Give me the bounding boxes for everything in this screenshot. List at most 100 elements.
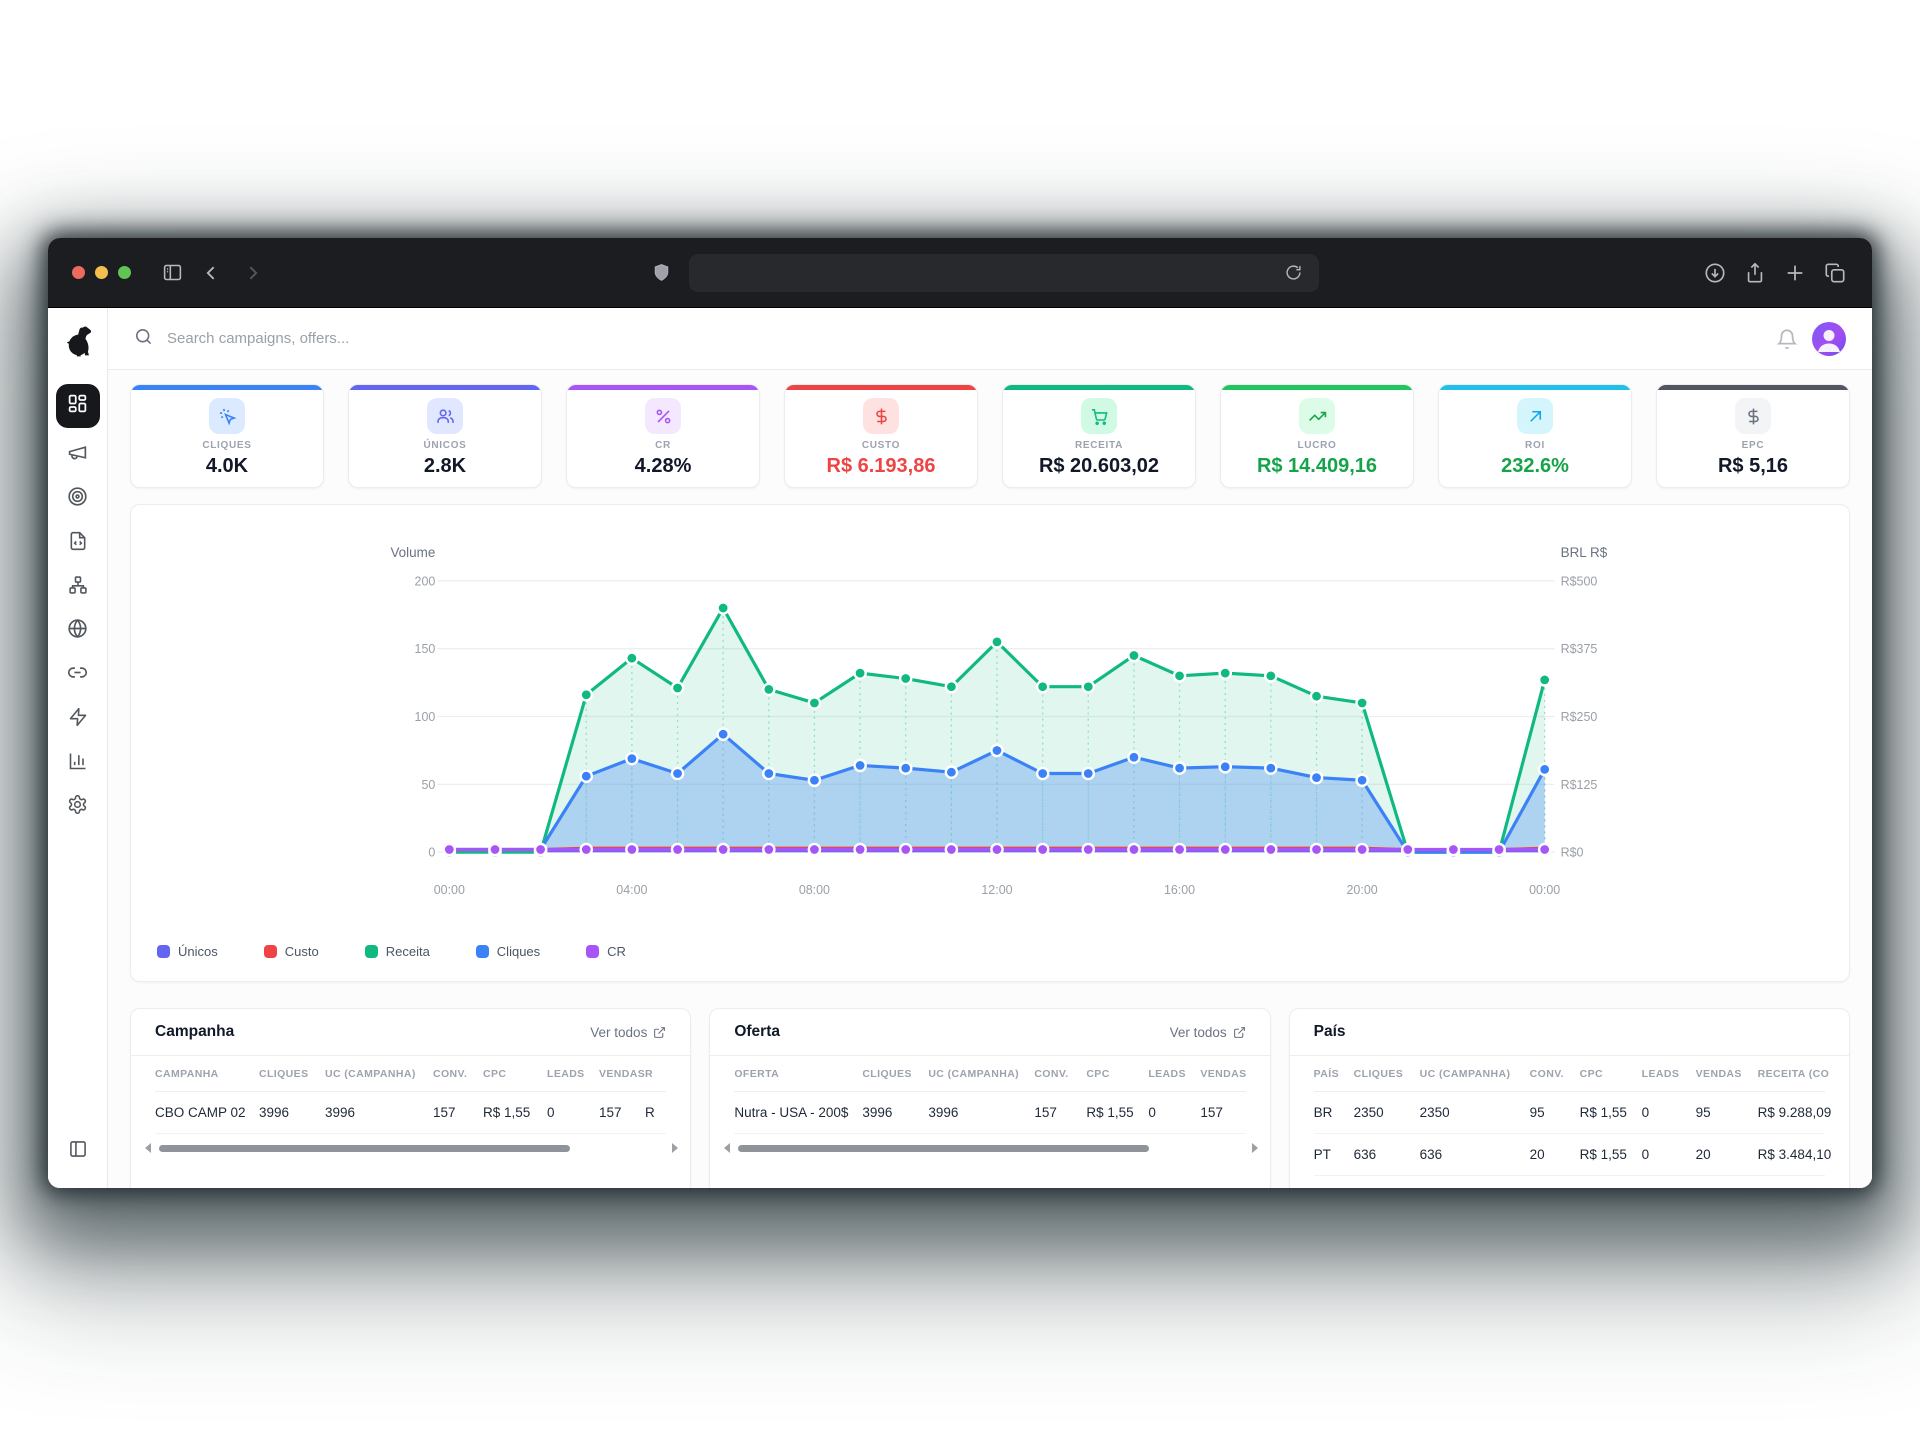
stat-label: CR xyxy=(655,440,671,451)
table-row[interactable]: Nutra - USA - 200$ 3996 3996 157 R$ 1,55 0 157 xyxy=(734,1092,1246,1135)
table-row[interactable]: BR 2350 2350 95 R$ 1,55 0 95 R$ 9.288,09 xyxy=(1313,1092,1831,1135)
dashboard-content: CLIQUES 4.0K ÚNICOS 2.8K xyxy=(108,370,1872,1188)
svg-text:12:00: 12:00 xyxy=(981,883,1012,897)
sidebar-item-offers[interactable] xyxy=(56,478,100,520)
accent-bar xyxy=(1003,385,1195,390)
browser-window: CLIQUES 4.0K ÚNICOS 2.8K xyxy=(48,238,1872,1188)
stats-row: CLIQUES 4.0K ÚNICOS 2.8K xyxy=(130,384,1850,488)
scroll-right-icon[interactable] xyxy=(672,1143,679,1154)
app-header xyxy=(108,308,1872,370)
cursor-click-icon xyxy=(209,398,245,434)
stat-card-cr[interactable]: CR 4.28% xyxy=(566,384,760,488)
sidebar-item-flows[interactable] xyxy=(56,566,100,608)
scroll-left-icon[interactable] xyxy=(724,1143,731,1154)
stat-value: R$ 14.409,16 xyxy=(1256,455,1378,477)
oferta-ver-todos-link[interactable]: Ver todos xyxy=(1170,1025,1246,1040)
notification-bell-icon[interactable] xyxy=(1774,326,1800,352)
legend-swatch xyxy=(263,945,277,959)
horizontal-scrollbar[interactable] xyxy=(131,1137,690,1159)
traffic-lights xyxy=(72,266,131,279)
sidebar-item-reports[interactable] xyxy=(56,742,100,784)
sidebar-item-domains[interactable] xyxy=(56,610,100,652)
tab-overview-icon[interactable] xyxy=(1822,260,1848,286)
globe-icon xyxy=(67,618,88,644)
legend-label: Cliques xyxy=(496,944,541,960)
table-row[interactable]: CBO CAMP 02 3996 3996 157 R$ 1,55 0 157 R xyxy=(155,1092,667,1135)
minimize-window-button[interactable] xyxy=(95,266,108,279)
link-icon xyxy=(67,662,88,688)
stat-value: R$ 20.603,02 xyxy=(1038,455,1160,477)
forward-button[interactable] xyxy=(239,260,265,286)
external-link-icon xyxy=(654,1026,666,1038)
sidebar-nav xyxy=(55,384,100,828)
svg-text:200: 200 xyxy=(415,574,436,588)
campanha-header-row: CAMPANHA CLIQUES UC (CAMPANHA) CONV. CPC LEAD… xyxy=(155,1056,667,1093)
campanha-ver-todos-link[interactable]: Ver todos xyxy=(590,1025,666,1040)
external-link-icon xyxy=(1233,1026,1245,1038)
stat-card-unicos[interactable]: ÚNICOS 2.8K xyxy=(348,384,542,488)
back-button[interactable] xyxy=(199,260,225,286)
dashboard-grid-icon xyxy=(67,393,88,419)
stat-value: 4.0K xyxy=(205,455,249,477)
pais-card: País PAÍS CLIQUES UC (CAMPANHA) CONV. CPC LEA… xyxy=(1288,1008,1850,1188)
stat-card-cliques[interactable]: CLIQUES 4.0K xyxy=(130,384,324,488)
stat-value: 2.8K xyxy=(423,455,467,477)
shield-icon[interactable] xyxy=(649,260,675,286)
legend-item[interactable]: Únicos xyxy=(157,944,218,959)
stat-card-receita[interactable]: RECEITA R$ 20.603,02 xyxy=(1002,384,1196,488)
url-bar[interactable] xyxy=(688,253,1319,292)
stat-value: R$ 6.193,86 xyxy=(826,455,936,477)
stat-card-epc[interactable]: EPC R$ 5,16 xyxy=(1656,384,1850,488)
new-tab-icon[interactable] xyxy=(1782,260,1808,286)
zoom-window-button[interactable] xyxy=(118,266,131,279)
accent-bar xyxy=(349,385,541,390)
dog-logo xyxy=(61,324,95,358)
stat-card-roi[interactable]: ROI 232.6% xyxy=(1438,384,1632,488)
svg-text:00:00: 00:00 xyxy=(1529,883,1560,897)
svg-text:R$500: R$500 xyxy=(1561,574,1598,588)
campanha-title: Campanha xyxy=(155,1023,235,1041)
sidebar-item-automation[interactable] xyxy=(56,698,100,740)
svg-text:R$0: R$0 xyxy=(1561,846,1584,860)
horizontal-scrollbar[interactable] xyxy=(710,1137,1269,1159)
scroll-right-icon[interactable] xyxy=(1251,1143,1258,1154)
sidebar-item-landers[interactable] xyxy=(56,522,100,564)
sidebar-item-links[interactable] xyxy=(56,654,100,696)
stat-label: LUCRO xyxy=(1297,440,1337,451)
share-icon[interactable] xyxy=(1742,260,1768,286)
sidebar-item-campaigns[interactable] xyxy=(56,434,100,476)
scroll-left-icon[interactable] xyxy=(145,1143,151,1154)
sidebar-toggle-icon[interactable] xyxy=(159,260,185,286)
legend-item[interactable]: Receita xyxy=(364,944,430,959)
legend-item[interactable]: CR xyxy=(586,944,626,959)
sidebar-rail xyxy=(48,308,108,1188)
oferta-header-row: OFERTA CLIQUES UC (CAMPANHA) CONV. CPC LEADS V… xyxy=(734,1056,1246,1093)
svg-text:16:00: 16:00 xyxy=(1164,883,1195,897)
percent-icon xyxy=(645,398,681,434)
legend-item[interactable]: Custo xyxy=(263,944,319,959)
dollar-icon xyxy=(1735,398,1771,434)
sidebar-item-settings[interactable] xyxy=(56,786,100,828)
scrollbar-thumb[interactable] xyxy=(159,1144,570,1152)
arrow-up-right-icon xyxy=(1517,398,1553,434)
svg-text:R$125: R$125 xyxy=(1561,778,1598,792)
stat-value: R$ 5,16 xyxy=(1717,455,1789,477)
volume-chart[interactable]: 200 R$500 150 R$375 100 R$250 50 R$125 0 R$0 Volum… xyxy=(155,523,1825,932)
volume-chart-card: 200 R$500 150 R$375 100 R$250 50 R$125 0 R$0 Volum… xyxy=(130,504,1850,983)
sidebar-item-dashboard[interactable] xyxy=(55,384,100,428)
table-row[interactable]: PT 636 636 20 R$ 1,55 0 20 R$ 3.484,10 xyxy=(1313,1134,1831,1177)
reload-icon[interactable] xyxy=(1281,260,1307,286)
stat-card-lucro[interactable]: LUCRO R$ 14.409,16 xyxy=(1220,384,1414,488)
stat-card-custo[interactable]: CUSTO R$ 6.193,86 xyxy=(784,384,978,488)
close-window-button[interactable] xyxy=(72,266,85,279)
legend-item[interactable]: Cliques xyxy=(475,944,541,960)
scrollbar-thumb[interactable] xyxy=(738,1144,1150,1152)
collapse-sidebar-button[interactable] xyxy=(56,1130,100,1172)
file-code-icon xyxy=(68,531,88,556)
oferta-card: Oferta Ver todos OFERTA CLIQUES UC (CAMPAN… xyxy=(709,1008,1271,1188)
user-avatar[interactable] xyxy=(1812,321,1846,356)
svg-text:04:00: 04:00 xyxy=(616,883,647,897)
search-input[interactable] xyxy=(165,329,1762,348)
downloads-icon[interactable] xyxy=(1702,260,1728,286)
gear-icon xyxy=(67,794,88,820)
